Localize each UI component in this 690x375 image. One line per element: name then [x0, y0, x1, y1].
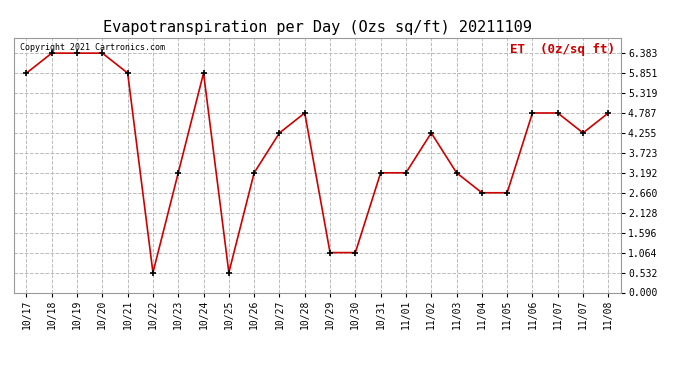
Text: ET  (0z/sq ft): ET (0z/sq ft)	[510, 43, 615, 56]
Text: Copyright 2021 Cartronics.com: Copyright 2021 Cartronics.com	[20, 43, 165, 52]
Title: Evapotranspiration per Day (Ozs sq/ft) 20211109: Evapotranspiration per Day (Ozs sq/ft) 2…	[103, 20, 532, 35]
